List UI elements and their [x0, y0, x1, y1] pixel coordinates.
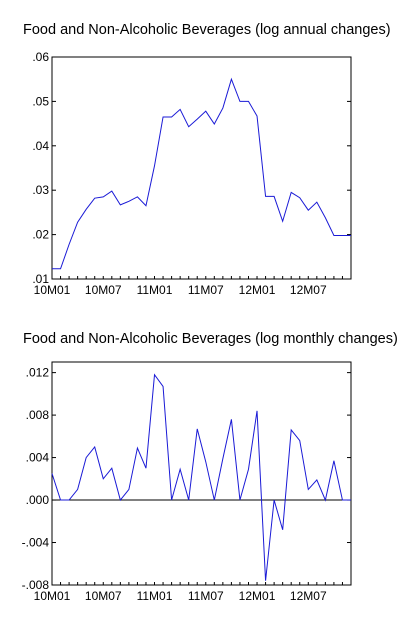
- chart-2-y-tick-label: .008: [26, 408, 50, 422]
- chart-1-plot: .01 .02 .03 .04 .05 .06 10M01 10M07 11M01 11M07 12…: [32, 50, 352, 297]
- chart-1-x-tick-label: 11M01: [137, 283, 173, 297]
- chart-1-y-tick-label: .01: [32, 272, 49, 286]
- chart-2-y-tick-label: .004: [26, 451, 50, 465]
- chart-2-x-tick-label: 11M01: [137, 589, 173, 603]
- chart-1-x-tick-label: 10M07: [85, 283, 122, 297]
- chart-2-x-tick-label: 12M01: [239, 589, 276, 603]
- chart-2-y-tick-label: -.004: [22, 536, 50, 550]
- chart-2-y-tick-label: .012: [26, 366, 50, 380]
- chart-2-y-tick-label: .000: [26, 493, 50, 507]
- chart-1-y-tick-label: .04: [32, 139, 49, 153]
- chart-1-x-tick-label: 11M07: [188, 283, 224, 297]
- chart-2-frame: [51, 361, 352, 586]
- chart-1-x-tick-label: 12M07: [290, 283, 327, 297]
- chart-1-frame: [51, 56, 352, 280]
- chart-2-y-tick-label: -.008: [22, 578, 50, 592]
- chart-2-series-line: [51, 373, 351, 581]
- chart-1-series-line: [52, 77, 351, 270]
- chart-1-y-tick-label: .02: [32, 228, 49, 242]
- chart-2-title: Food and Non-Alcoholic Beverages (log mo…: [23, 331, 398, 347]
- chart-1-x-tick-label: 10M01: [34, 283, 71, 297]
- chart-1-title: Food and Non-Alcoholic Beverages (log an…: [23, 22, 391, 38]
- chart-2-x-tick-label: 11M07: [188, 589, 224, 603]
- chart-2-x-tick-label: 12M07: [290, 589, 327, 603]
- chart-1-y-tick-label: .03: [32, 183, 49, 197]
- chart-2-x-tick-label: 10M01: [34, 589, 71, 603]
- chart-1-y-tick-label: .05: [32, 94, 49, 108]
- chart-2-x-tick-label: 10M07: [85, 589, 122, 603]
- chart-1-x-tick-label: 12M01: [239, 283, 276, 297]
- chart-1-y-tick-label: .06: [32, 50, 49, 64]
